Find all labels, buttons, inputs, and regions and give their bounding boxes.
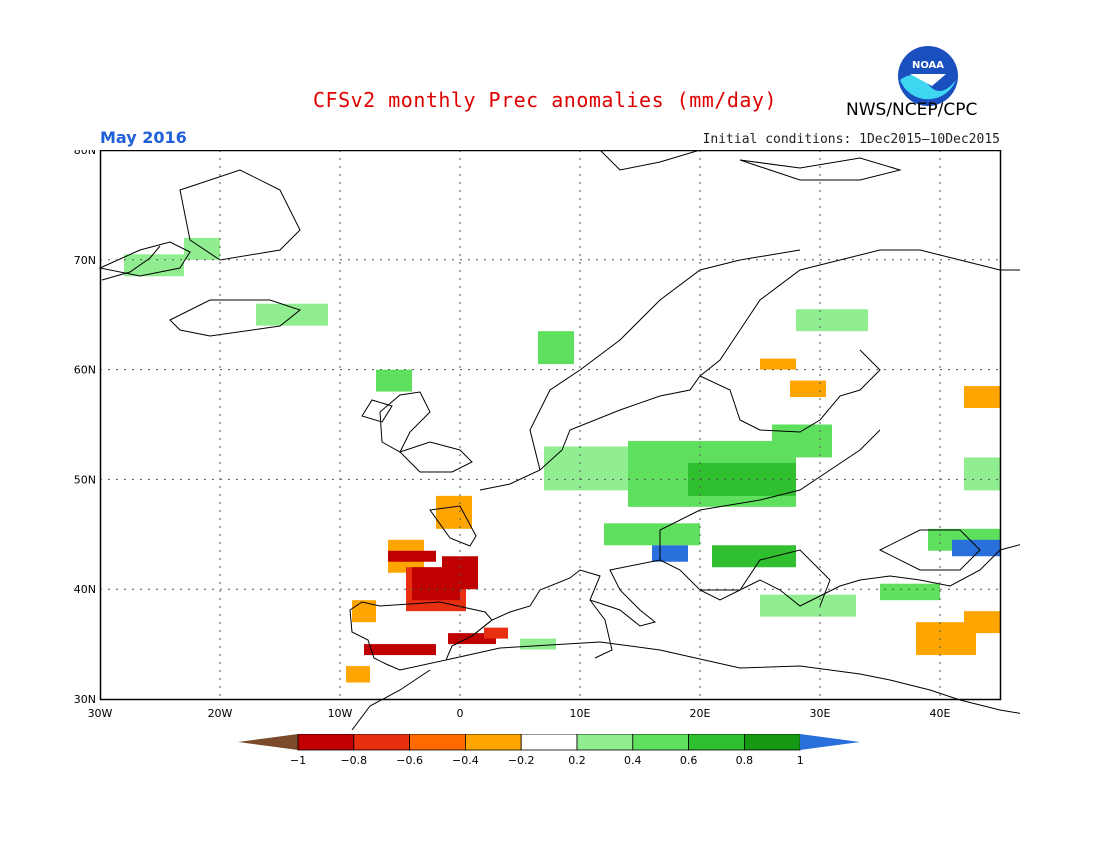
anomaly-cell [952,539,1000,557]
graticule [100,150,1000,699]
anomaly-cell [448,633,496,645]
colorbar-tick: −0.4 [452,754,479,767]
noaa-logo-icon: NOAA [898,46,958,106]
colorbar-bin [688,734,745,751]
anomaly-cell [772,424,832,458]
anomaly-cell [124,254,184,277]
lon-label: 20E [690,707,711,720]
forecast-month: May 2016 [100,128,187,147]
colorbar-low-arrow [238,734,298,750]
noaa-logo-text: NOAA [912,60,944,71]
anomaly-cell [964,611,1000,634]
chart-title: CFSv2 monthly Prec anomalies (mm/day) [312,88,778,112]
colorbar-tick: −0.6 [396,754,423,767]
anomaly-cell [436,495,472,529]
anomaly-cell [796,309,868,332]
lon-label: 10W [328,707,353,720]
anomaly-cell [880,583,940,601]
lon-label: 0 [457,707,464,720]
longitude-labels: 30W 20W 10W 0 10E 20E 30E 40E [88,707,951,720]
anomaly-cell [712,545,796,568]
colorbar-bin [297,734,355,751]
anomaly-cell [352,600,376,623]
lat-label: 40N [74,583,96,596]
anomaly-cell [790,380,826,398]
lat-label: 30N [74,693,96,706]
colorbar-bin [464,734,522,751]
colorbar-tick: −0.2 [508,754,535,767]
colorbar-tick: 1 [797,754,804,767]
colorbar-bin [520,734,578,751]
colorbar-tick: 0.2 [568,754,586,767]
lat-label: 80N [74,150,96,157]
colorbar-bin [576,734,634,751]
colorbar-tick: 0.6 [680,754,698,767]
colorbar-bin [632,734,689,751]
colorbar-bin [743,734,801,751]
anomaly-cell [964,457,1000,491]
map-frame [99,150,1002,701]
anomaly-cells [124,237,1000,683]
lon-label: 20W [208,707,233,720]
anomaly-cell [760,594,856,617]
latitude-labels: 80N 70N 60N 50N 40N 30N [74,150,96,706]
precip-anomaly-map: 80N 70N 60N 50N 40N 30N 30W 20W 10W 0 10E 20E 30E 40… [74,150,1020,730]
lon-label: 30W [88,707,113,720]
anomaly-cell [520,638,556,650]
anomaly-cell [538,331,574,365]
lat-label: 70N [74,254,96,267]
anomaly-cell [376,369,412,392]
colorbar-bins [297,734,801,751]
anomaly-cell [256,303,328,326]
anomaly-cell [442,556,478,590]
colorbar-tick-labels: −1 −0.8 −0.6 −0.4 −0.2 0.2 0.4 0.6 0.8 1 [290,754,804,767]
lon-label: 40E [930,707,951,720]
initial-conditions: Initial conditions: 1Dec2015—10Dec2015 [702,132,1000,147]
colorbar: −1 −0.8 −0.6 −0.4 −0.2 0.2 0.4 0.6 0.8 1 [238,734,860,767]
agency-label: NWS/NCEP/CPC [846,100,978,120]
colorbar-tick: −1 [290,754,306,767]
colorbar-tick: −0.8 [340,754,367,767]
anomaly-cell [760,358,796,370]
anomaly-cell [652,545,688,562]
anomaly-cell [346,666,370,683]
anomaly-cell [964,386,1000,409]
colorbar-high-arrow [800,734,860,750]
anomaly-cell [604,523,700,546]
colorbar-bin [353,734,411,751]
colorbar-bin [409,734,466,751]
lon-label: 30E [810,707,831,720]
coastlines [98,150,1020,730]
colorbar-tick: 0.4 [624,754,642,767]
anomaly-cell [484,627,508,639]
lat-label: 60N [74,364,96,377]
colorbar-tick: 0.8 [736,754,754,767]
lat-label: 50N [74,473,96,486]
lon-label: 10E [570,707,591,720]
anomaly-cell [388,550,436,562]
anomaly-cell [364,644,436,656]
